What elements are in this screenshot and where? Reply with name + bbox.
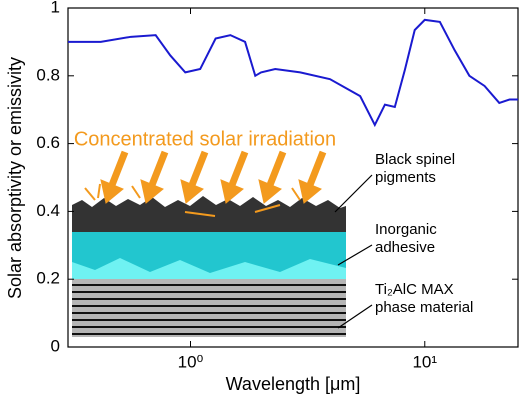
y-tick-label: 0.4 xyxy=(36,201,60,220)
y-tick-label: 0.6 xyxy=(36,133,60,152)
y-tick-label: 0.8 xyxy=(36,65,60,84)
annotation: phase material xyxy=(375,299,473,316)
annotation: Concentrated solar irradiation xyxy=(74,128,336,150)
annotation: Black spinel xyxy=(375,151,455,168)
max-phase-layer xyxy=(72,279,346,337)
y-tick-label: 0.2 xyxy=(36,269,60,288)
x-axis-label: Wavelength [μm] xyxy=(226,374,361,394)
illustration xyxy=(72,150,373,337)
data-line xyxy=(68,18,518,128)
x-tick-label: 10¹ xyxy=(412,352,437,371)
annotation: Inorganic xyxy=(375,221,437,238)
y-tick-label: 1 xyxy=(51,0,60,16)
annotation: pigments xyxy=(375,169,436,186)
x-tick-label: 10⁰ xyxy=(178,352,204,371)
plot-frame xyxy=(67,7,519,348)
max-phase-stripes xyxy=(72,284,346,335)
adhesive-highlight xyxy=(72,258,346,279)
annotation: Ti₂AlC MAX xyxy=(375,281,454,298)
annotation: adhesive xyxy=(375,239,435,256)
irradiation-arrows xyxy=(84,150,327,217)
y-axis-label: Solar absorptivity or emissivity xyxy=(5,57,25,299)
leader-lines xyxy=(334,174,373,329)
y-tick-label: 0 xyxy=(51,336,60,355)
